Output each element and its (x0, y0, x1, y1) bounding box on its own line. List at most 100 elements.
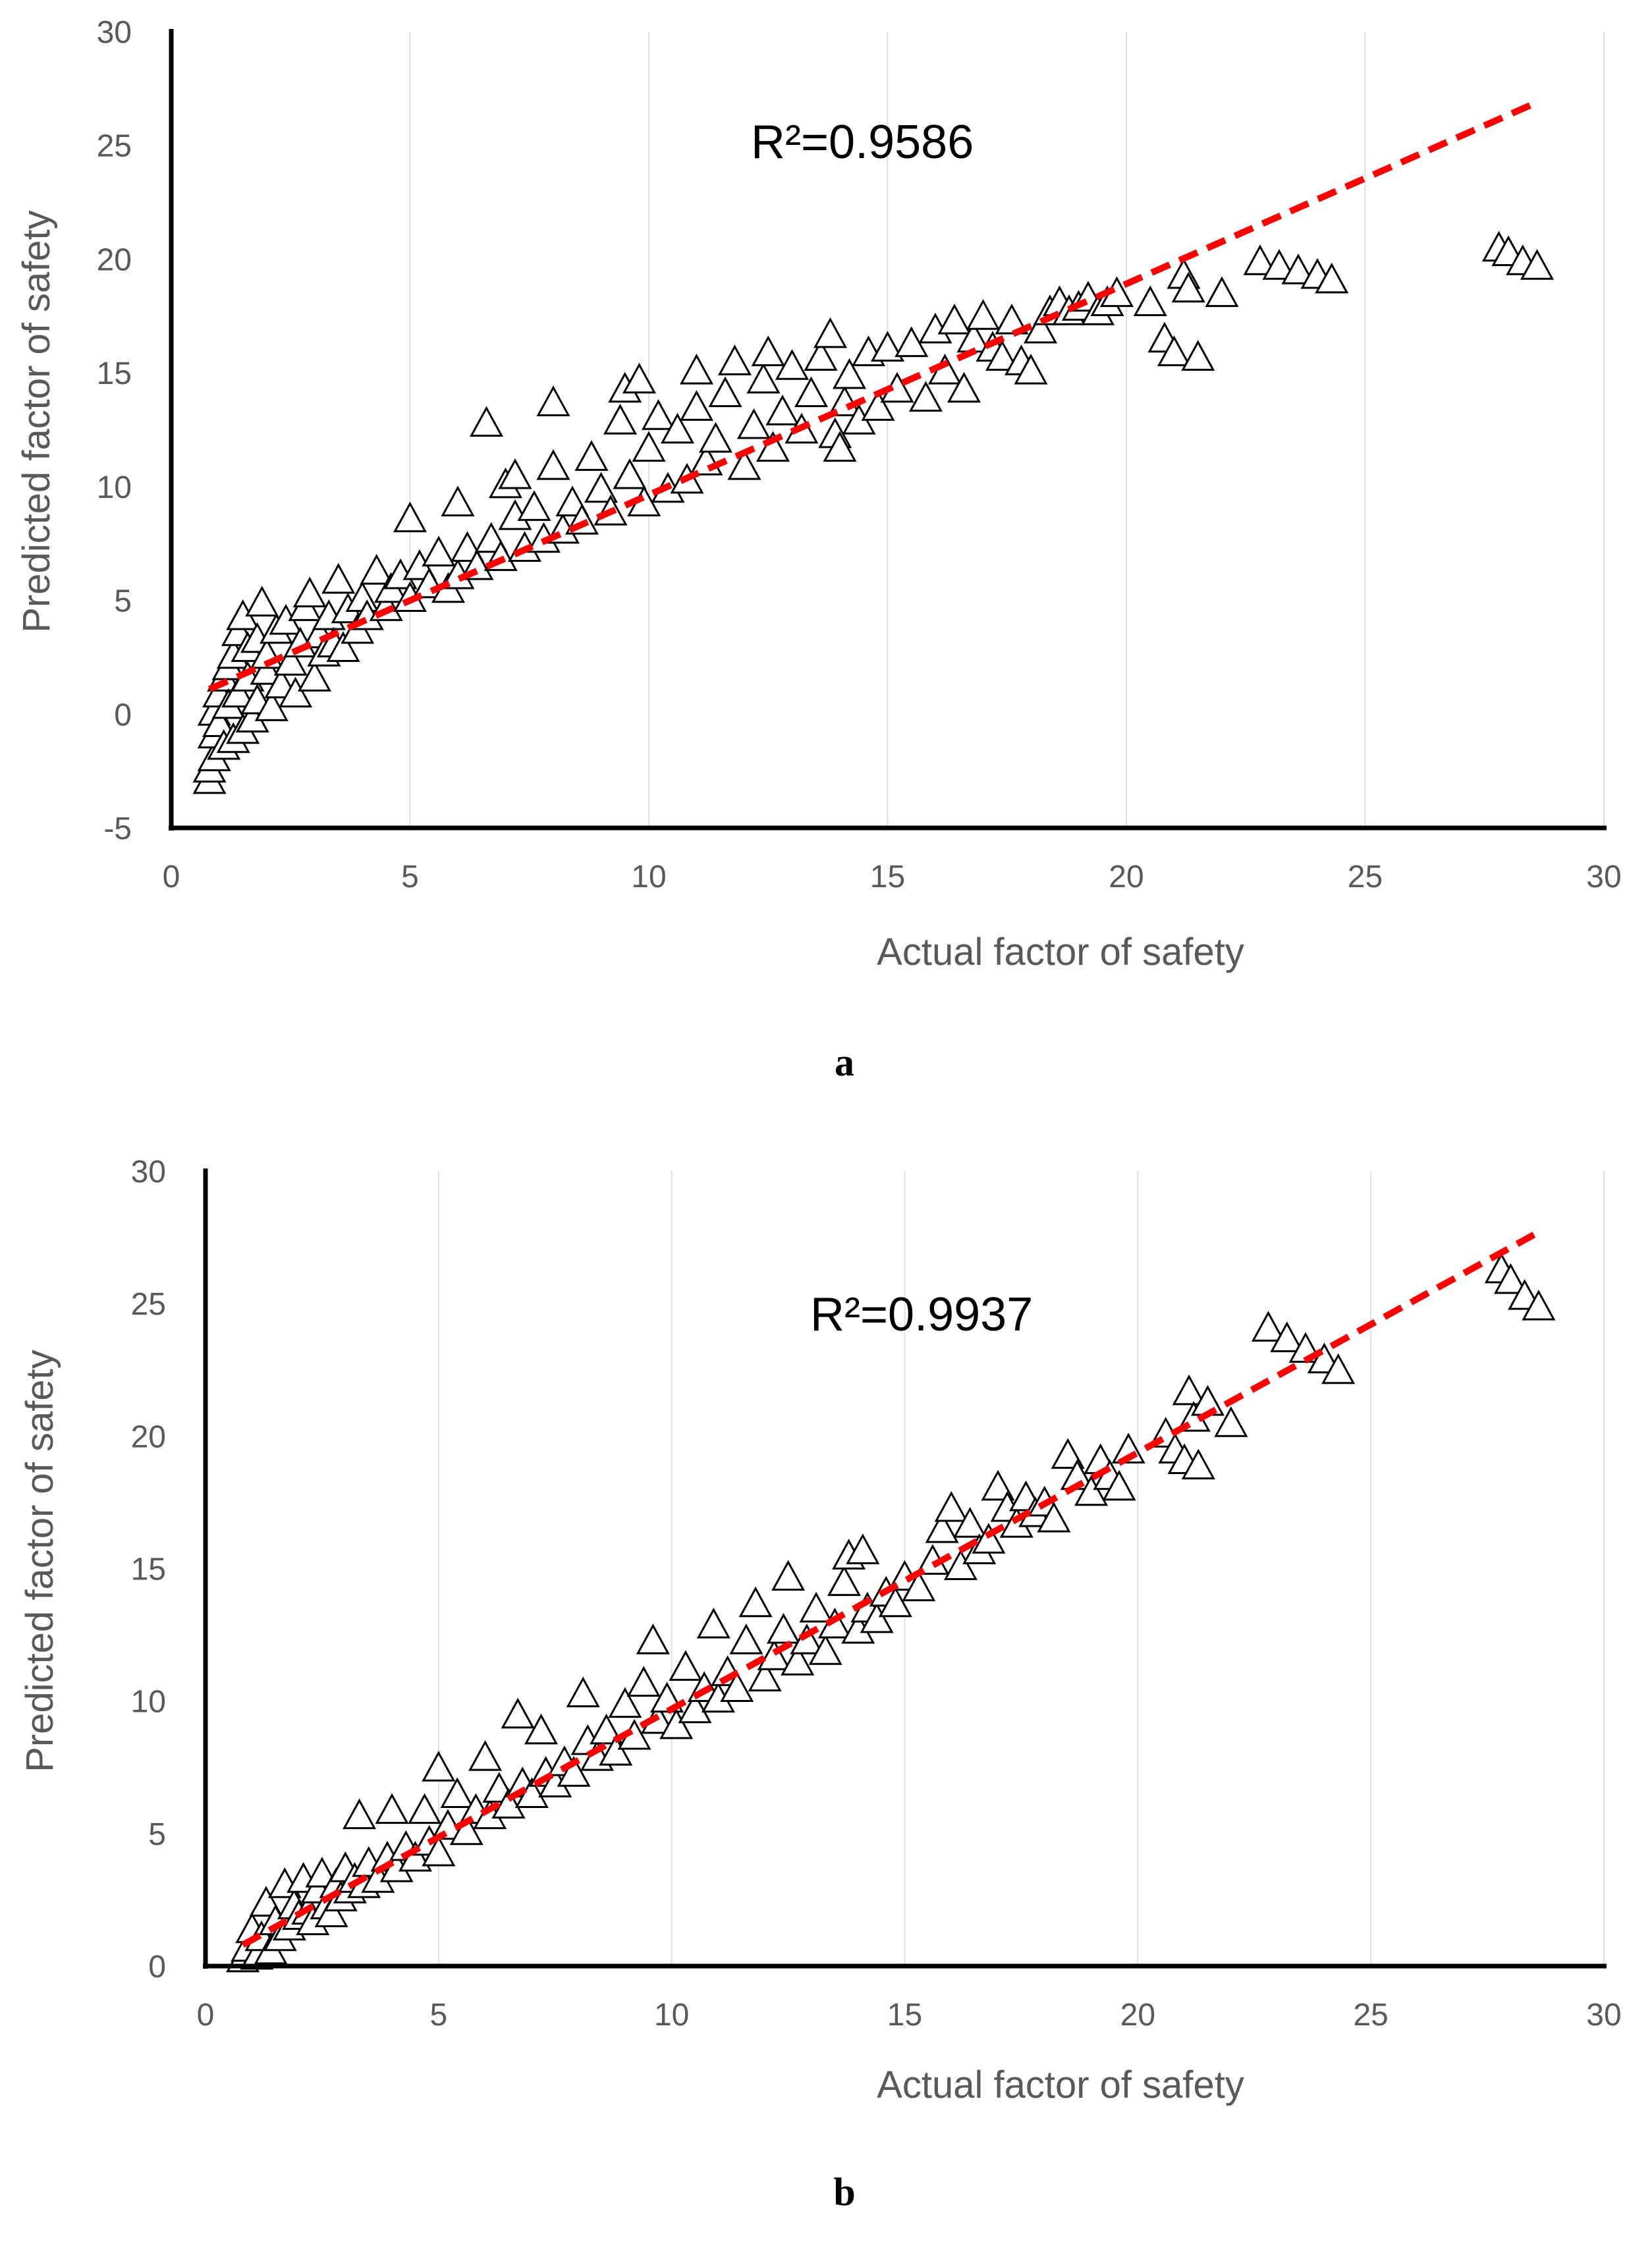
data-point-b (524, 1713, 559, 1745)
x-tick-label-a: 15 (870, 860, 905, 894)
data-point-a (947, 371, 981, 403)
data-point-a (746, 362, 781, 394)
data-point-b (738, 1586, 773, 1618)
y-tick-label-a: 15 (97, 356, 132, 391)
chart-panel-b: 0 5 10 15 20 25 30 0 5 10 15 20 25 30 R²=0.9937 Actua… (18, 1155, 1622, 2214)
panel-label-a: a (835, 1041, 854, 1084)
data-point-a (202, 706, 236, 738)
x-tick-label-b: 10 (654, 1998, 689, 2033)
data-point-a (1315, 262, 1349, 294)
data-point-b (696, 1607, 730, 1639)
x-tick-label-a: 30 (1586, 860, 1621, 894)
data-point-b (799, 1591, 833, 1623)
data-point-b (878, 1586, 912, 1618)
data-point-b (720, 1671, 754, 1703)
data-point-a (1023, 312, 1058, 344)
x-axis-title-a: Actual factor of safety (877, 931, 1244, 973)
y-tick-label-b: 10 (131, 1685, 166, 1720)
data-point-b (408, 1793, 442, 1824)
panel-label-b: b (833, 2170, 855, 2214)
y-tick-label-a: 5 (114, 584, 132, 619)
data-point-b (501, 1697, 535, 1729)
y-tick-label-a: 20 (97, 242, 132, 277)
data-point-b (781, 1645, 815, 1676)
data-point-a (861, 390, 895, 421)
x-tick-label-a: 5 (401, 860, 419, 894)
data-point-b (608, 1687, 642, 1718)
data-point-a (660, 412, 695, 444)
data-point-a (813, 317, 848, 348)
data-point-a (1181, 340, 1215, 371)
tick-labels-a: 0 5 10 15 20 25 30 -5 0 5 10 15 20 25 30 (97, 15, 1622, 894)
data-point-b (757, 1639, 791, 1670)
data-point-a (1281, 253, 1315, 285)
data-point-b (342, 1798, 377, 1830)
data-point-a (985, 340, 1020, 371)
data-point-a (1205, 276, 1239, 308)
data-point-b (972, 1523, 1006, 1554)
r-squared-annotation-a: R²=0.9586 (751, 116, 974, 169)
data-point-a (1014, 353, 1048, 385)
x-tick-label-b: 5 (429, 1998, 447, 2033)
data-point-b (1051, 1438, 1085, 1469)
data-point-a (584, 472, 619, 503)
r-squared-annotation-b: R²=0.9937 (810, 1288, 1033, 1341)
y-tick-label-a: 30 (97, 15, 132, 50)
data-point-a (727, 449, 761, 480)
data-point-a (574, 440, 609, 471)
data-point-b (440, 1777, 474, 1808)
y-tick-label-b: 20 (131, 1419, 166, 1454)
data-point-a (360, 553, 394, 585)
x-tick-label-b: 20 (1120, 1998, 1155, 2033)
data-point-a (765, 395, 800, 425)
data-point-b (748, 1660, 782, 1691)
data-point-b (1214, 1406, 1248, 1437)
y-tick-label-a: 10 (97, 470, 132, 505)
scatter-points-a (192, 231, 1555, 794)
data-point-b (678, 1692, 712, 1724)
trendline-b (241, 1232, 1536, 1948)
y-tick-label-b: 25 (131, 1287, 166, 1322)
data-point-b (449, 1814, 483, 1846)
data-point-b (590, 1713, 624, 1745)
y-tick-label-b: 0 (148, 1950, 166, 1985)
data-point-a (632, 431, 666, 462)
data-point-b (1181, 1448, 1215, 1480)
data-point-b (925, 1512, 959, 1543)
data-point-b (953, 1506, 987, 1538)
data-point-b (846, 1533, 880, 1564)
data-point-a (794, 376, 829, 408)
x-tick-label-a: 0 (163, 860, 180, 894)
data-point-a (1520, 249, 1555, 280)
data-point-a (708, 376, 742, 408)
trendline-a (207, 101, 1534, 692)
data-point-a (221, 676, 256, 708)
data-point-b (827, 1565, 862, 1597)
x-tick-label-b: 25 (1353, 1998, 1388, 2033)
data-point-b (981, 1469, 1015, 1501)
data-point-a (775, 349, 810, 380)
data-point-b (422, 1835, 456, 1867)
data-point-a (292, 576, 327, 608)
data-point-b (659, 1708, 694, 1739)
data-point-b (1172, 1374, 1206, 1406)
data-point-a (517, 490, 551, 521)
data-point-b (943, 1549, 977, 1580)
data-point-a (326, 631, 360, 663)
data-point-b (1493, 1263, 1528, 1294)
y-tick-label-a: -5 (103, 811, 132, 846)
x-tick-label-a: 20 (1109, 860, 1143, 894)
y-tick-label-b: 15 (131, 1552, 166, 1587)
data-point-b (669, 1650, 703, 1681)
data-point-a (245, 586, 279, 616)
data-point-a (1133, 285, 1167, 316)
data-point-b (790, 1623, 824, 1655)
data-point-b (375, 1793, 409, 1824)
data-point-a (895, 326, 929, 358)
data-point-a (870, 331, 905, 362)
data-point-a (679, 353, 714, 385)
data-point-a (717, 344, 752, 375)
data-point-a (1157, 335, 1192, 366)
data-point-b (491, 1788, 526, 1819)
data-point-b (902, 1570, 936, 1602)
